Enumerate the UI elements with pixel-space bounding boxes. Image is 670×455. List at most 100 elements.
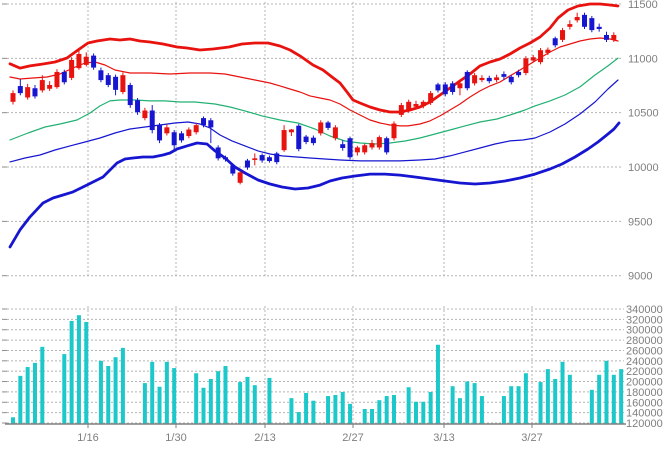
candle-body: [310, 137, 316, 144]
volume-bar: [450, 386, 455, 424]
candle-body: [369, 143, 375, 148]
candle-down: [171, 130, 177, 151]
candle-down: [113, 74, 119, 96]
volume-bar: [619, 369, 624, 424]
candle-up: [413, 100, 419, 109]
volume-bar: [589, 389, 594, 424]
candle-body: [332, 127, 338, 139]
volume-bar: [553, 378, 558, 424]
candle-down: [259, 153, 265, 163]
candle-up: [54, 69, 60, 89]
volume-bar: [501, 396, 506, 424]
candle-body: [538, 50, 544, 63]
volume-tick-label: 340000: [626, 304, 663, 316]
volume-bar: [267, 377, 272, 424]
volume-tick-label: 320000: [626, 314, 663, 326]
candle-down: [582, 12, 588, 29]
volume-bar: [523, 373, 528, 424]
candle-up: [193, 123, 199, 135]
volume-tick-label: 280000: [626, 335, 663, 347]
candle-down: [486, 75, 492, 84]
candle-up: [567, 20, 573, 30]
candle-body: [376, 137, 382, 148]
candle-body: [589, 18, 595, 31]
volume-bar: [11, 417, 15, 424]
candle-body: [288, 129, 294, 133]
candle-body: [354, 147, 360, 153]
candle-down: [450, 81, 456, 95]
candle-down: [105, 73, 111, 88]
volume-bar: [62, 354, 67, 424]
volume-tick-label: 260000: [626, 345, 663, 357]
candle-down: [325, 120, 331, 131]
candle-down: [230, 163, 236, 176]
candle-up: [281, 125, 287, 152]
volume-bar: [516, 386, 521, 424]
price-pane: [8, 2, 621, 249]
volume-bar: [413, 401, 418, 424]
candle-body: [164, 127, 170, 134]
candle-up: [186, 127, 192, 139]
volume-bar: [479, 396, 484, 424]
price-tick-label: 11500: [628, 0, 658, 11]
candle-up: [545, 47, 551, 56]
candle-up: [288, 128, 294, 137]
volume-bar: [362, 409, 367, 424]
candle-down: [17, 78, 23, 96]
candle-body: [442, 84, 448, 95]
candle-body: [105, 75, 111, 85]
candle-up: [47, 81, 53, 91]
price-tick-label: 10500: [628, 108, 659, 120]
volume-bar: [120, 347, 125, 424]
candle-body: [98, 70, 104, 81]
candle-up: [164, 124, 170, 136]
candle-body: [244, 160, 250, 168]
volume-bar: [142, 383, 147, 424]
candle-body: [413, 103, 419, 107]
volume-bar: [567, 374, 572, 424]
candle-body: [135, 100, 141, 113]
volume-bar: [25, 367, 30, 424]
volume-bar: [304, 392, 309, 424]
candle-body: [486, 77, 492, 82]
candle-up: [39, 75, 45, 93]
volume-bar: [245, 376, 250, 424]
volume-bar: [164, 361, 169, 424]
volume-bar: [106, 366, 111, 424]
candle-body: [560, 30, 566, 40]
candle-down: [215, 145, 221, 161]
candle-up: [457, 81, 463, 96]
candle-body: [318, 122, 324, 134]
candle-body: [76, 53, 82, 69]
candle-down: [340, 140, 346, 151]
candle-body: [127, 84, 133, 106]
candle-up: [362, 143, 368, 155]
date-label: 2/27: [342, 432, 363, 444]
candle-body: [406, 101, 412, 111]
volume-tick-label: 200000: [626, 377, 663, 389]
volume-tick-label: 240000: [626, 356, 663, 368]
candle-body: [603, 34, 609, 40]
candle-body: [274, 153, 280, 163]
candle-body: [171, 132, 177, 146]
candle-body: [611, 34, 617, 40]
volume-bar: [340, 391, 345, 424]
candle-up: [318, 120, 324, 136]
candle-body: [545, 49, 551, 53]
volume-bar: [150, 361, 155, 424]
volume-bar: [428, 391, 433, 424]
candle-body: [208, 120, 214, 128]
volume-bar: [296, 412, 301, 424]
upper-band-2sigma-line: [8, 2, 620, 114]
candle-up: [83, 52, 89, 67]
volume-bar: [435, 344, 440, 424]
candle-body: [303, 136, 309, 143]
volume-bar: [252, 385, 257, 424]
volume-bar: [560, 361, 565, 424]
candle-down: [552, 36, 558, 48]
candle-body: [457, 83, 463, 89]
candle-up: [391, 121, 397, 141]
candle-body: [266, 157, 272, 162]
candle-up: [611, 32, 617, 43]
